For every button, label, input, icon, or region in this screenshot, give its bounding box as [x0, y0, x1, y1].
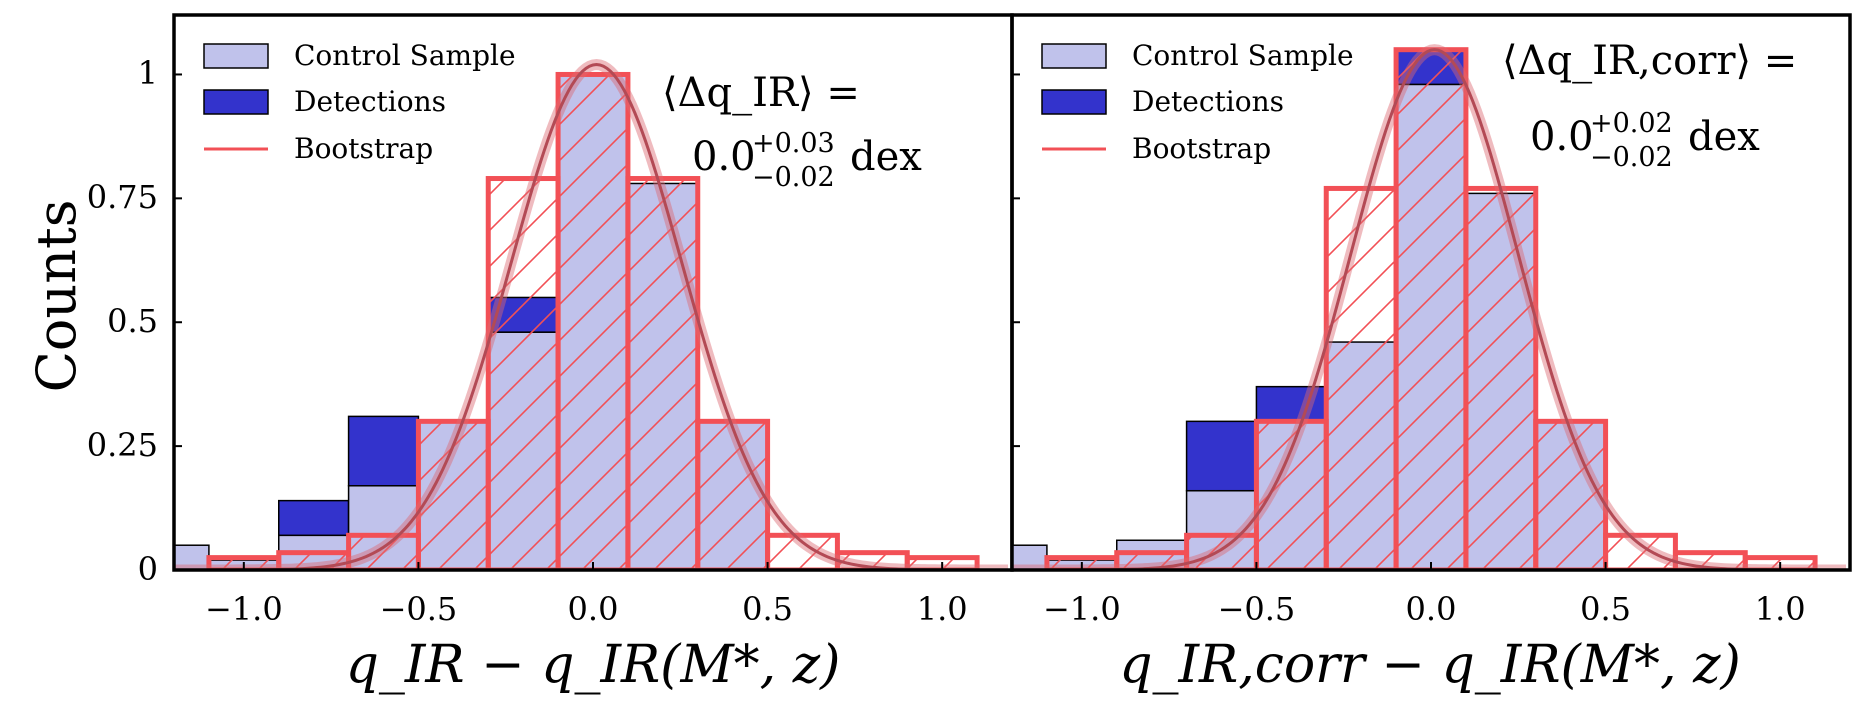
left-detection-bar-2 — [278, 499, 350, 537]
y-tick-label-2: 0.5 — [107, 302, 158, 340]
right-x-axis-label: q_IR,corr − q_IR(M*, z) — [1119, 635, 1741, 695]
left-bars — [174, 59, 1008, 570]
right-legend-control-label: Control Sample — [1132, 39, 1354, 72]
right-annotation-sub: −0.02 — [1590, 142, 1673, 173]
left-x-tick-label-0: −1.0 — [205, 590, 283, 628]
left-bootstrap-bar-5 — [555, 71, 631, 570]
right-bootstrap-bar-5 — [1393, 47, 1469, 570]
right-annotation-value: 0.0 — [1530, 114, 1594, 160]
right-legend: Control Sample Detections Bootstrap — [1041, 39, 1354, 165]
left-detection-bar-3 — [347, 415, 420, 487]
y-tick-labels: 0 0.25 0.5 0.75 1 — [87, 54, 158, 588]
right-bootstrap-bar-7 — [1533, 418, 1609, 570]
left-legend-detections-label: Detections — [294, 85, 446, 118]
left-annotation-line1: ⟨Δq_IR⟩ = — [662, 70, 860, 116]
left-x-tick-label-1: −0.5 — [380, 590, 458, 628]
left-x-tick-label-4: 1.0 — [917, 590, 968, 628]
right-panel: −1.0 −0.5 0.0 0.5 1.0 Control Sample Detecti… — [1010, 13, 1852, 695]
right-legend-detections-label: Detections — [1132, 85, 1284, 118]
right-bootstrap-bar-2 — [1184, 532, 1259, 570]
left-panel: −1.0 −0.5 0.0 0.5 1.0 Control Sample Detecti… — [172, 13, 1014, 695]
left-annotation-unit: dex — [850, 134, 922, 180]
right-detection-bar-3 — [1185, 420, 1258, 492]
right-ticks: −1.0 −0.5 0.0 0.5 1.0 — [1012, 73, 1806, 628]
right-x-tick-label-4: 1.0 — [1755, 590, 1806, 628]
left-x-tick-label-3: 0.5 — [742, 590, 793, 628]
right-x-tick-label-0: −1.0 — [1043, 590, 1121, 628]
left-gaussian-curve — [174, 63, 1008, 570]
right-x-tick-label-3: 0.5 — [1580, 590, 1631, 628]
left-bootstrap-bar-7 — [695, 418, 771, 570]
left-legend-control-label: Control Sample — [294, 39, 516, 72]
right-bootstrap-bar-6 — [1463, 185, 1539, 570]
left-bootstrap-bar-4 — [485, 176, 561, 570]
right-axes-frame — [1010, 13, 1852, 572]
right-annotation-line1: ⟨Δq_IR,corr⟩ = — [1502, 38, 1797, 84]
left-x-tick-label-2: 0.0 — [568, 590, 619, 628]
right-detection-bar-4 — [1255, 385, 1327, 423]
right-legend-bootstrap-label: Bootstrap — [1132, 132, 1271, 165]
left-x-axis-label: q_IR − q_IR(M*, z) — [346, 635, 841, 695]
y-tick-label-4: 1 — [138, 54, 158, 92]
left-annotation-value: 0.0 — [692, 134, 756, 180]
right-legend-control-swatch — [1041, 43, 1107, 69]
y-tick-label-0: 0 — [138, 550, 158, 588]
left-annotation-sub: −0.02 — [752, 162, 835, 193]
right-x-tick-label-1: −0.5 — [1218, 590, 1296, 628]
right-annotation: ⟨Δq_IR,corr⟩ = 0.0 +0.02 −0.02 dex — [1502, 38, 1797, 173]
left-legend-control-swatch — [203, 43, 269, 69]
y-axis-label: Counts — [25, 200, 88, 393]
right-bootstrap-bar-4 — [1323, 185, 1399, 570]
right-bootstrap-bar-8 — [1603, 532, 1678, 570]
left-bootstrap-bar-6 — [625, 176, 701, 570]
y-tick-label-1: 0.25 — [87, 426, 158, 464]
left-legend-detections-swatch — [203, 89, 269, 115]
left-legend-bootstrap-label: Bootstrap — [294, 132, 433, 165]
right-x-tick-label-2: 0.0 — [1406, 590, 1457, 628]
left-ticks: −1.0 −0.5 0.0 0.5 1.0 — [174, 73, 968, 628]
right-annotation-unit: dex — [1688, 114, 1760, 160]
y-tick-label-3: 0.75 — [87, 178, 158, 216]
left-annotation-sup: +0.03 — [752, 128, 835, 159]
left-legend: Control Sample Detections Bootstrap — [203, 39, 516, 165]
right-legend-detections-swatch — [1041, 89, 1107, 115]
left-annotation: ⟨Δq_IR⟩ = 0.0 +0.03 −0.02 dex — [662, 70, 922, 193]
right-bars — [1012, 44, 1846, 570]
right-annotation-sup: +0.02 — [1590, 108, 1673, 139]
